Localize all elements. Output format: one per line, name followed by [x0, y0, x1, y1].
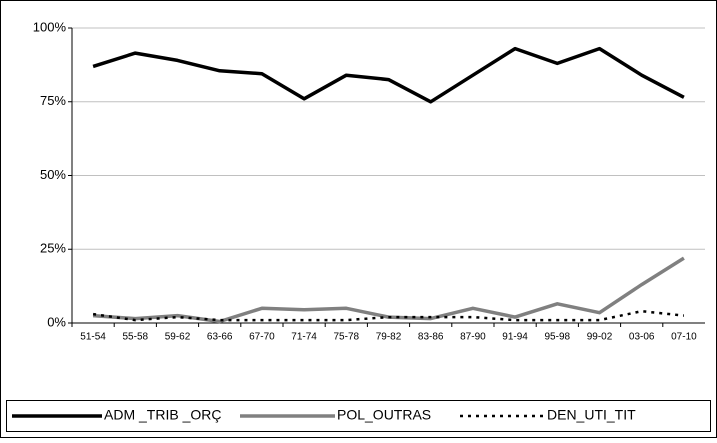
x-tick-label: 91-94	[502, 332, 528, 343]
y-tick-label: 25%	[40, 241, 66, 256]
x-tick-label: 59-62	[165, 332, 191, 343]
x-tick-label: 07-10	[671, 332, 697, 343]
x-tick-label: 87-90	[460, 332, 486, 343]
y-tick-label: 75%	[40, 93, 66, 108]
series-line	[92, 46, 685, 104]
x-tick-label: 71-74	[291, 332, 317, 343]
x-tick-label: 95-98	[545, 332, 571, 343]
x-tick-label: 63-66	[207, 332, 233, 343]
y-tick-label: 0%	[47, 314, 66, 329]
x-tick-label: 03-06	[629, 332, 655, 343]
legend-box	[6, 400, 711, 432]
x-tick-label: 83-86	[418, 332, 444, 343]
legend-label: POL_OUTRAS	[337, 407, 431, 423]
legend-label: ADM _TRIB _ORÇ	[104, 407, 221, 423]
x-tick-label: 51-54	[80, 332, 106, 343]
x-tick-label: 99-02	[587, 332, 613, 343]
x-tick-label: 75-78	[334, 332, 360, 343]
y-tick-label: 100%	[33, 19, 67, 34]
legend-label: DEN_UTI_TIT	[547, 407, 636, 423]
y-tick-label: 50%	[40, 167, 66, 182]
x-tick-label: 67-70	[249, 332, 275, 343]
x-tick-label: 55-58	[123, 332, 149, 343]
x-tick-label: 79-82	[376, 332, 402, 343]
series-line	[92, 309, 685, 322]
